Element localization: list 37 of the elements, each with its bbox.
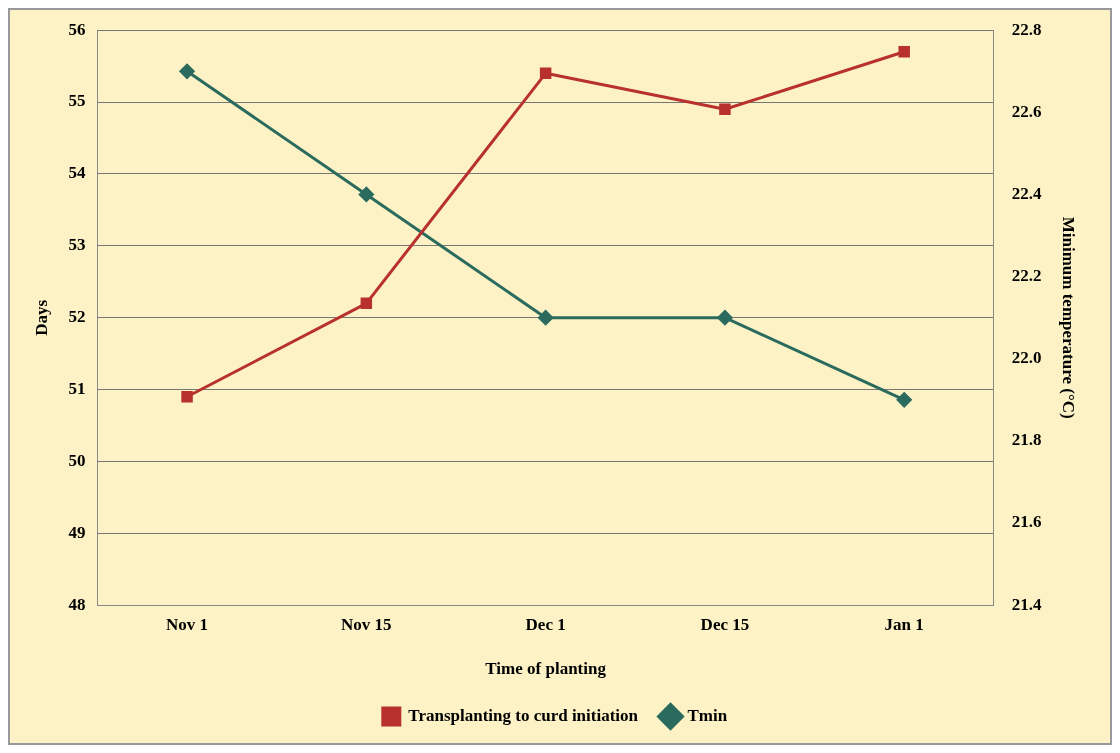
y-tick-label: 52 (68, 307, 86, 327)
point (896, 392, 912, 408)
x-tick-label: Dec 1 (525, 614, 566, 634)
x-tick-label: Jan 1 (884, 614, 924, 634)
y2-tick-label: 22.4 (1011, 183, 1043, 203)
point (719, 103, 731, 116)
y2-tick-label: 22.8 (1011, 19, 1042, 39)
legend-label: Tmin (687, 705, 728, 725)
y-tick-label: 56 (68, 19, 86, 39)
y-tick-label: 50 (68, 450, 86, 470)
y-tick-label: 49 (68, 522, 86, 542)
legend-label: Transplanting to curd initiation (408, 705, 639, 725)
y-tick-label: 53 (68, 235, 86, 255)
y2-tick-label: 21.8 (1011, 430, 1042, 450)
y2-tick-label: 21.4 (1011, 594, 1043, 614)
x-axis-title: Time of planting (485, 659, 607, 679)
y2-tick-label: 22.0 (1011, 348, 1042, 368)
y-tick-label: 54 (68, 163, 86, 183)
point (358, 186, 374, 202)
point (717, 310, 733, 326)
y-axis-title: Days (31, 299, 51, 336)
point (538, 310, 554, 326)
y2-axis-title: Minimum temperature (°C) (1059, 216, 1079, 419)
point (181, 391, 193, 403)
x-tick-label: Nov 1 (166, 614, 209, 634)
y-tick-label: 48 (68, 594, 86, 614)
point (898, 46, 910, 58)
x-tick-label: Nov 15 (341, 614, 392, 634)
x-tick-label: Dec 15 (700, 614, 750, 634)
point (360, 297, 373, 310)
y-tick-label: 55 (68, 91, 86, 111)
y2-tick-label: 22.2 (1011, 266, 1042, 286)
point (179, 63, 195, 79)
point (539, 67, 552, 80)
y2-tick-label: 22.6 (1011, 101, 1042, 121)
y-tick-label: 51 (68, 378, 86, 398)
y2-tick-label: 21.6 (1011, 512, 1042, 532)
